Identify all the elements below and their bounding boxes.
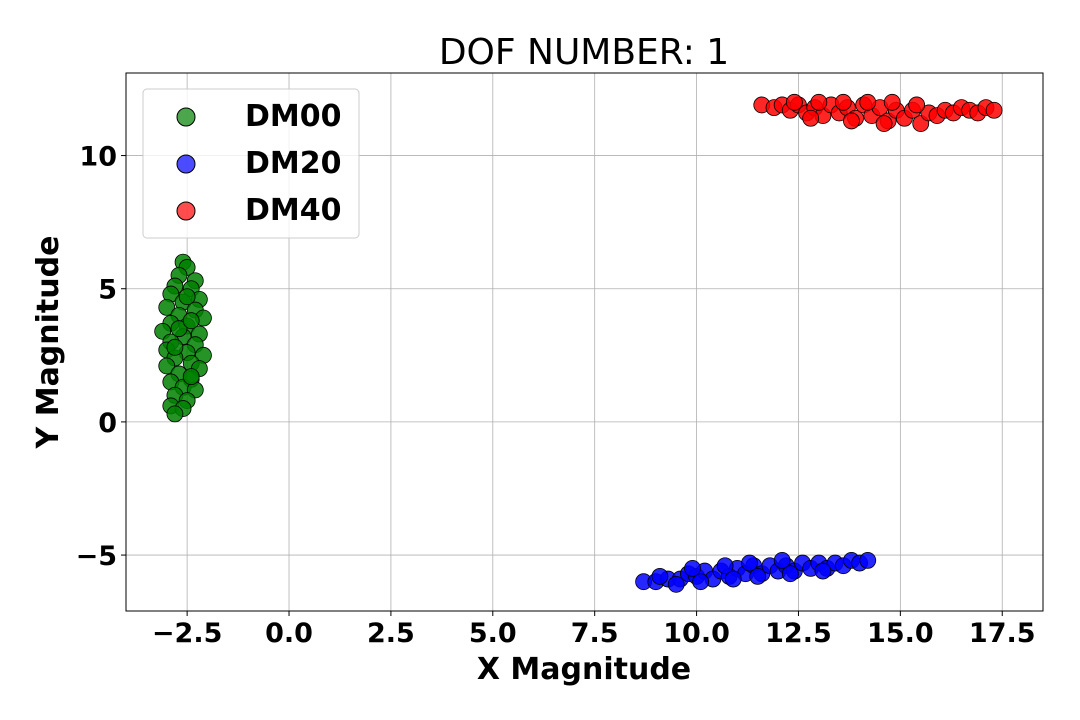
grid bbox=[126, 73, 1043, 611]
legend-label-dm00: DM00 bbox=[245, 99, 342, 134]
point-dm20 bbox=[667, 575, 685, 593]
point-dm20 bbox=[741, 554, 758, 572]
point-dm20 bbox=[684, 559, 701, 577]
point-dm20 bbox=[716, 557, 734, 575]
point-dm40 bbox=[810, 93, 828, 111]
point-dm20 bbox=[724, 570, 742, 588]
x-tick-label: 5.0 bbox=[469, 618, 517, 649]
plot-frame bbox=[125, 72, 1044, 612]
point-dm20 bbox=[859, 551, 877, 569]
y-tick-label: 5 bbox=[98, 275, 117, 306]
legend-box bbox=[142, 88, 360, 239]
point-dm00 bbox=[170, 320, 188, 338]
x-tick-label: 12.5 bbox=[765, 618, 832, 649]
point-dm20 bbox=[749, 567, 767, 585]
point-dm40 bbox=[834, 93, 852, 111]
point-dm40 bbox=[985, 101, 1003, 119]
x-tick-label: 17.5 bbox=[969, 618, 1036, 649]
point-dm40 bbox=[785, 93, 803, 111]
point-dm00 bbox=[182, 368, 200, 386]
point-dm40 bbox=[802, 109, 820, 127]
legend-label-dm20: DM20 bbox=[245, 146, 342, 181]
x-tick-label: 15.0 bbox=[867, 618, 934, 649]
point-dm00 bbox=[182, 312, 200, 330]
legend-marker-dm00 bbox=[176, 107, 196, 127]
point-dm40 bbox=[859, 93, 877, 111]
point-dm20 bbox=[651, 567, 669, 585]
point-dm40 bbox=[883, 93, 901, 111]
point-dm20 bbox=[781, 565, 799, 583]
point-dm20 bbox=[814, 562, 832, 580]
point-dm40 bbox=[908, 96, 926, 114]
point-dm40 bbox=[843, 112, 860, 130]
legend-marker-dm20 bbox=[176, 154, 196, 174]
x-tick-label: −2.5 bbox=[152, 618, 222, 649]
y-tick-label: 10 bbox=[79, 142, 117, 173]
y-axis-label: Y Magnitude bbox=[31, 236, 66, 450]
axis-ticks: −2.5 0.0 2.5 5.0 7.5 10.0 12.5 15.0 17.5 −5 0 5 10 bbox=[76, 142, 1036, 649]
data-points bbox=[154, 93, 1003, 593]
legend: DM00 DM20 DM40 bbox=[142, 88, 360, 239]
chart-title: DOF NUMBER: 1 bbox=[439, 32, 729, 73]
point-dm00 bbox=[178, 288, 196, 306]
point-dm00 bbox=[158, 298, 176, 316]
x-axis-label: X Magnitude bbox=[477, 652, 691, 687]
point-dm40 bbox=[875, 115, 893, 133]
x-tick-label: 10.0 bbox=[663, 618, 730, 649]
y-tick-label: 0 bbox=[98, 408, 117, 439]
y-tick-label: −5 bbox=[76, 541, 117, 572]
x-tick-label: 0.0 bbox=[265, 618, 313, 649]
point-dm20 bbox=[692, 573, 710, 591]
x-tick-label: 7.5 bbox=[571, 618, 619, 649]
point-dm20 bbox=[773, 551, 791, 569]
point-dm00 bbox=[158, 357, 176, 375]
legend-marker-dm40 bbox=[176, 201, 196, 221]
x-tick-label: 2.5 bbox=[367, 618, 415, 649]
legend-label-dm40: DM40 bbox=[245, 193, 342, 228]
point-dm00 bbox=[166, 405, 184, 423]
point-dm00 bbox=[166, 338, 184, 356]
